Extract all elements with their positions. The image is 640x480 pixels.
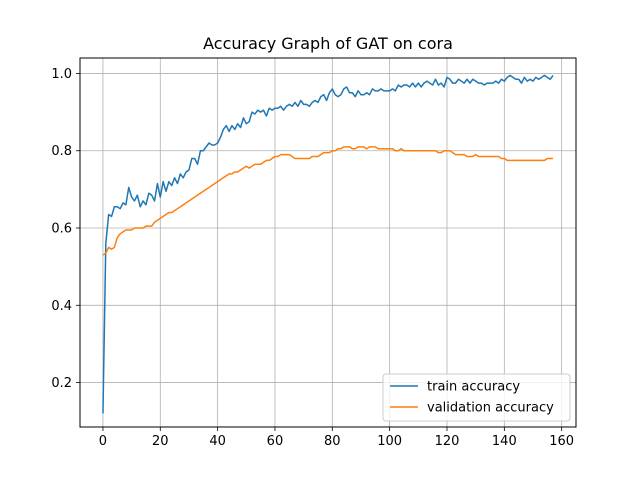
x-tick-label: 80 (324, 434, 341, 449)
plot-frame (79, 57, 577, 428)
x-tick-label: 20 (152, 434, 169, 449)
series-line-train-accuracy (102, 74, 554, 414)
legend-label: train accuracy (427, 380, 520, 395)
legend-box (382, 373, 571, 422)
x-tick-label: 100 (377, 434, 402, 449)
y-tick-label: 0.8 (51, 144, 72, 159)
y-tick-label: 0.6 (51, 222, 72, 237)
x-tick-label: 0 (99, 434, 107, 449)
y-tick-label: 0.4 (51, 299, 72, 314)
series-line-validation-accuracy (102, 146, 554, 256)
x-tick-label: 120 (435, 434, 460, 449)
legend: train accuracy validation accuracy (382, 373, 571, 422)
x-tick-label: 60 (267, 434, 284, 449)
y-tick-label: 1.0 (51, 67, 72, 82)
chart-title: Accuracy Graph of GAT on cora (203, 34, 453, 53)
y-tick-label: 0.2 (51, 376, 72, 391)
x-tick-label: 160 (549, 434, 574, 449)
legend-label: validation accuracy (427, 401, 554, 416)
grid (80, 58, 576, 427)
x-tick-label: 40 (209, 434, 226, 449)
axes: 0 20 40 60 80 100 120 140 160 0.2 0.4 0.6 0.8 1.0 (51, 67, 574, 449)
x-tick-label: 140 (492, 434, 517, 449)
series-lines (102, 74, 554, 414)
